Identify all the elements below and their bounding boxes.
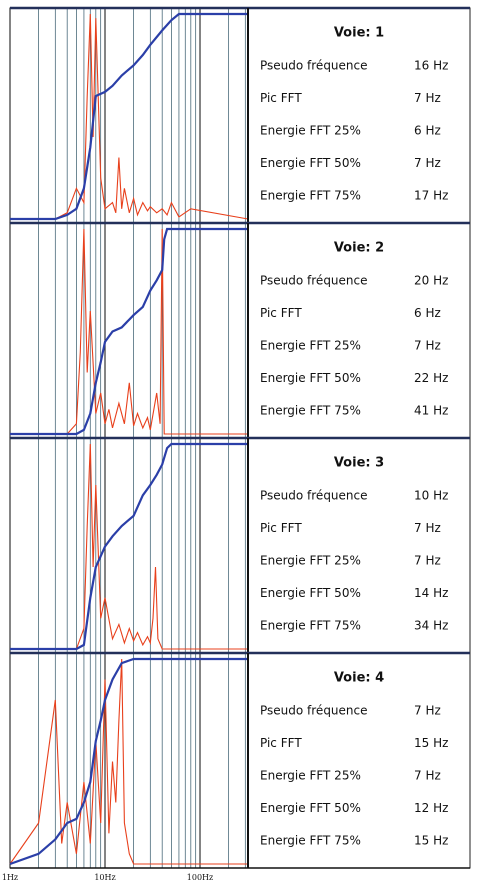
- row-label: Energie FFT 75%: [260, 619, 361, 633]
- row-label: Pseudo fréquence: [260, 704, 368, 718]
- row-label: Energie FFT 50%: [260, 371, 361, 385]
- row-label: Pic FFT: [260, 306, 302, 320]
- row-value: 6 Hz: [414, 306, 441, 320]
- series-line: [9, 657, 248, 866]
- row-value: 17 Hz: [414, 189, 448, 203]
- row-label: Pseudo fréquence: [260, 489, 368, 503]
- series-line: [10, 443, 248, 650]
- x-tick-label: 1Hz: [2, 873, 18, 882]
- series-line: [10, 442, 248, 651]
- series-line: [10, 228, 248, 435]
- panel-background: [9, 652, 471, 869]
- row-label: Pic FFT: [260, 91, 302, 105]
- row-value: 15 Hz: [414, 736, 448, 750]
- series-line: [10, 13, 249, 220]
- series-line: [9, 658, 248, 865]
- row-label: Energie FFT 75%: [260, 404, 361, 418]
- row-value: 41 Hz: [414, 404, 448, 418]
- row-label: Energie FFT 25%: [260, 769, 361, 783]
- row-value: 7 Hz: [414, 704, 441, 718]
- row-value: 22 Hz: [414, 371, 448, 385]
- x-tick-label: 100Hz: [187, 873, 213, 882]
- panel-title: Voie: 3: [334, 456, 384, 471]
- row-value: 10 Hz: [414, 489, 448, 503]
- panel-background: [9, 222, 471, 439]
- row-label: Energie FFT 75%: [260, 834, 361, 848]
- row-value: 7 Hz: [414, 521, 441, 535]
- row-value: 15 Hz: [414, 834, 448, 848]
- row-label: Pseudo fréquence: [260, 274, 368, 288]
- row-label: Energie FFT 50%: [260, 801, 361, 815]
- row-value: 6 Hz: [414, 124, 441, 138]
- row-label: Pseudo fréquence: [260, 59, 368, 73]
- row-value: 7 Hz: [414, 91, 441, 105]
- series-line: [10, 12, 248, 221]
- panel-background: [9, 7, 471, 224]
- panel-title: Voie: 2: [334, 241, 384, 256]
- row-value: 7 Hz: [414, 769, 441, 783]
- row-label: Energie FFT 25%: [260, 339, 361, 353]
- row-label: Pic FFT: [260, 521, 302, 535]
- row-label: Pic FFT: [260, 736, 302, 750]
- row-value: 20 Hz: [414, 274, 448, 288]
- row-label: Energie FFT 25%: [260, 554, 361, 568]
- series-line: [10, 227, 248, 436]
- panel-title: Voie: 4: [334, 671, 384, 686]
- row-value: 14 Hz: [414, 586, 448, 600]
- row-label: Energie FFT 25%: [260, 124, 361, 138]
- row-value: 34 Hz: [414, 619, 448, 633]
- row-label: Energie FFT 50%: [260, 156, 361, 170]
- row-value: 7 Hz: [414, 554, 441, 568]
- row-value: 7 Hz: [414, 339, 441, 353]
- panel-background: [9, 437, 471, 654]
- row-value: 7 Hz: [414, 156, 441, 170]
- row-label: Energie FFT 75%: [260, 189, 361, 203]
- x-tick-label: 10Hz: [94, 873, 115, 882]
- row-value: 16 Hz: [414, 59, 448, 73]
- row-label: Energie FFT 50%: [260, 586, 361, 600]
- panel-title: Voie: 1: [334, 26, 384, 41]
- row-value: 12 Hz: [414, 801, 448, 815]
